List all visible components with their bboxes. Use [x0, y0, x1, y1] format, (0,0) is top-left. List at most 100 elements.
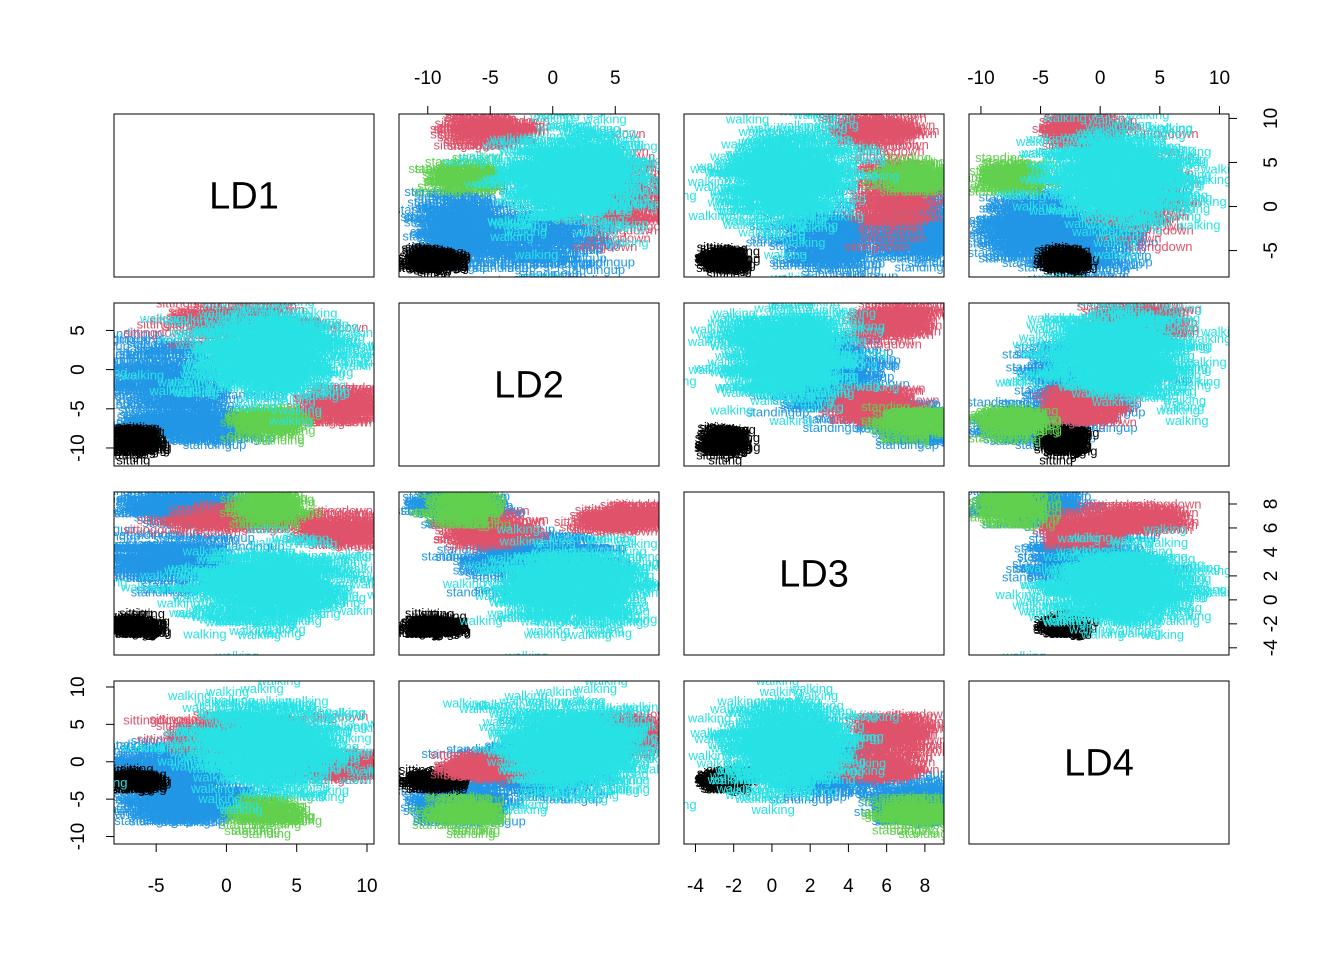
point-label-walking: walking — [1018, 146, 1062, 161]
point-label-sitting: sitting — [426, 259, 460, 274]
point-label-standingup: standingup — [400, 209, 464, 224]
point-label-standingup: standingup — [509, 228, 573, 243]
point-label-standingup: standingup — [415, 201, 479, 216]
point-label-standingup: standingup — [513, 220, 577, 235]
point-label-sitting: sitting — [419, 243, 453, 258]
point-label-walking: walking — [522, 183, 566, 198]
point-label-walking: walking — [627, 196, 671, 211]
point-label-walking: walking — [532, 196, 576, 211]
point-label-standingup: standingup — [551, 214, 615, 229]
point-label-walking: walking — [587, 164, 631, 179]
point-label-walking: walking — [504, 164, 548, 179]
point-label-walking: walking — [603, 161, 647, 176]
point-label-standingup: standingup — [439, 206, 503, 221]
point-label-walking: walking — [563, 162, 607, 177]
point-label-sittingdown: sittingdown — [480, 118, 545, 133]
point-label-walking: walking — [537, 205, 581, 220]
point-label-standingup: standingup — [433, 201, 497, 216]
point-label-standingup: standingup — [450, 208, 514, 223]
point-label-sitting: sitting — [434, 249, 468, 264]
point-label-walking: walking — [574, 162, 618, 177]
point-label-standingup: standingup — [446, 222, 510, 237]
point-label-walking: walking — [574, 142, 618, 157]
point-label-sitting: sitting — [101, 434, 135, 449]
point-label-walking: walking — [531, 148, 575, 163]
point-label-standingup: standingup — [433, 190, 497, 205]
point-label-walking: walking — [516, 156, 560, 171]
point-label-standingup: standingup — [419, 241, 483, 256]
point-label-standingup: standingup — [472, 213, 536, 228]
point-label-standingup: standingup — [434, 234, 498, 249]
point-label-standingup: standingup — [549, 233, 613, 248]
point-label-walking: walking — [518, 185, 562, 200]
point-label-walking: walking — [539, 162, 583, 177]
point-label-sittingdown: sittingdown — [592, 155, 657, 170]
point-label-sittingdown: sittingdown — [470, 115, 535, 130]
point-label-standingup: standingup — [419, 235, 483, 250]
point-label-walking: walking — [503, 185, 547, 200]
point-label-walking: walking — [602, 163, 646, 178]
point-label-sittingdown: sittingdown — [437, 121, 502, 136]
point-label-standingup: standingup — [482, 245, 546, 260]
point-label-walking: walking — [568, 168, 612, 183]
point-label-sittingdown: sittingdown — [580, 174, 645, 189]
point-label-sitting: sitting — [398, 254, 432, 269]
point-label-sittingdown: sittingdown — [597, 208, 662, 223]
point-label-sitting: sitting — [415, 253, 449, 268]
point-label-standingup: standingup — [529, 242, 593, 257]
point-label-sittingdown: sittingdown — [572, 239, 637, 254]
point-label-sittingdown: sittingdown — [600, 172, 665, 187]
point-label-sittingdown: sittingdown — [450, 118, 515, 133]
panel-points: standingupstandingupstandingupstandingup… — [398, 111, 685, 290]
point-label-sittingdown: sittingdown — [620, 218, 685, 233]
point-label-sitting: sitting — [401, 258, 435, 273]
point-label-walking: walking — [604, 216, 648, 231]
point-label-standingup: standingup — [520, 211, 584, 226]
point-label-standingup: standingup — [487, 240, 551, 255]
point-label-standingup: standingup — [428, 188, 492, 203]
point-label-standingup: standingup — [551, 275, 615, 290]
point-label-walking: walking — [501, 187, 545, 202]
point-label-walking: walking — [602, 165, 646, 180]
point-label-walking: walking — [1133, 93, 1177, 108]
point-label-walking: walking — [481, 138, 525, 153]
point-label-sitting: sitting — [423, 254, 457, 269]
point-label-walking: walking — [519, 129, 563, 144]
point-label-sittingdown: sittingdown — [466, 119, 531, 134]
point-label-walking: walking — [563, 184, 607, 199]
point-label-standingup: standingup — [525, 218, 589, 233]
point-label-standing: standing — [427, 164, 476, 179]
point-label-standingup: standingup — [469, 232, 533, 247]
point-label-walking: walking — [558, 124, 602, 139]
point-label-sitting: sitting — [409, 247, 443, 262]
point-label-walking: walking — [590, 171, 634, 186]
point-label-walking: walking — [543, 188, 587, 203]
point-label-standingup: standingup — [498, 210, 562, 225]
point-label-standingup: standingup — [458, 255, 522, 270]
point-label-standing: standing — [415, 161, 464, 176]
point-label-standing: standing — [438, 176, 487, 191]
point-label-walking: walking — [588, 203, 632, 218]
point-label-walking: walking — [561, 170, 605, 185]
point-label-walking: walking — [599, 165, 643, 180]
point-label-walking: walking — [553, 176, 597, 191]
point-label-sitting: sitting — [426, 251, 460, 266]
point-label-standingup: standingup — [537, 233, 601, 248]
point-label-sittingdown: sittingdown — [451, 111, 516, 126]
point-label-sittingdown: sittingdown — [469, 123, 534, 138]
point-label-standingup: standingup — [510, 211, 574, 226]
point-label-sitting: sitting — [420, 244, 454, 259]
point-label-standingup: standingup — [427, 237, 491, 252]
point-label-sittingdown: sittingdown — [593, 206, 658, 221]
point-label-walking: walking — [579, 164, 623, 179]
point-label-walking: walking — [767, 103, 811, 118]
point-label-sittingdown: sittingdown — [608, 176, 673, 191]
point-label-standingup: standingup — [458, 209, 522, 224]
point-label-standingup: standingup — [436, 217, 500, 232]
point-label-standingup: standingup — [517, 250, 581, 265]
point-label-walking: walking — [535, 143, 579, 158]
point-label-sittingdown: sittingdown — [1067, 100, 1132, 115]
point-label-walking: walking — [546, 201, 590, 216]
point-label-sittingdown: sittingdown — [594, 212, 659, 227]
point-label-walking: walking — [512, 192, 556, 207]
